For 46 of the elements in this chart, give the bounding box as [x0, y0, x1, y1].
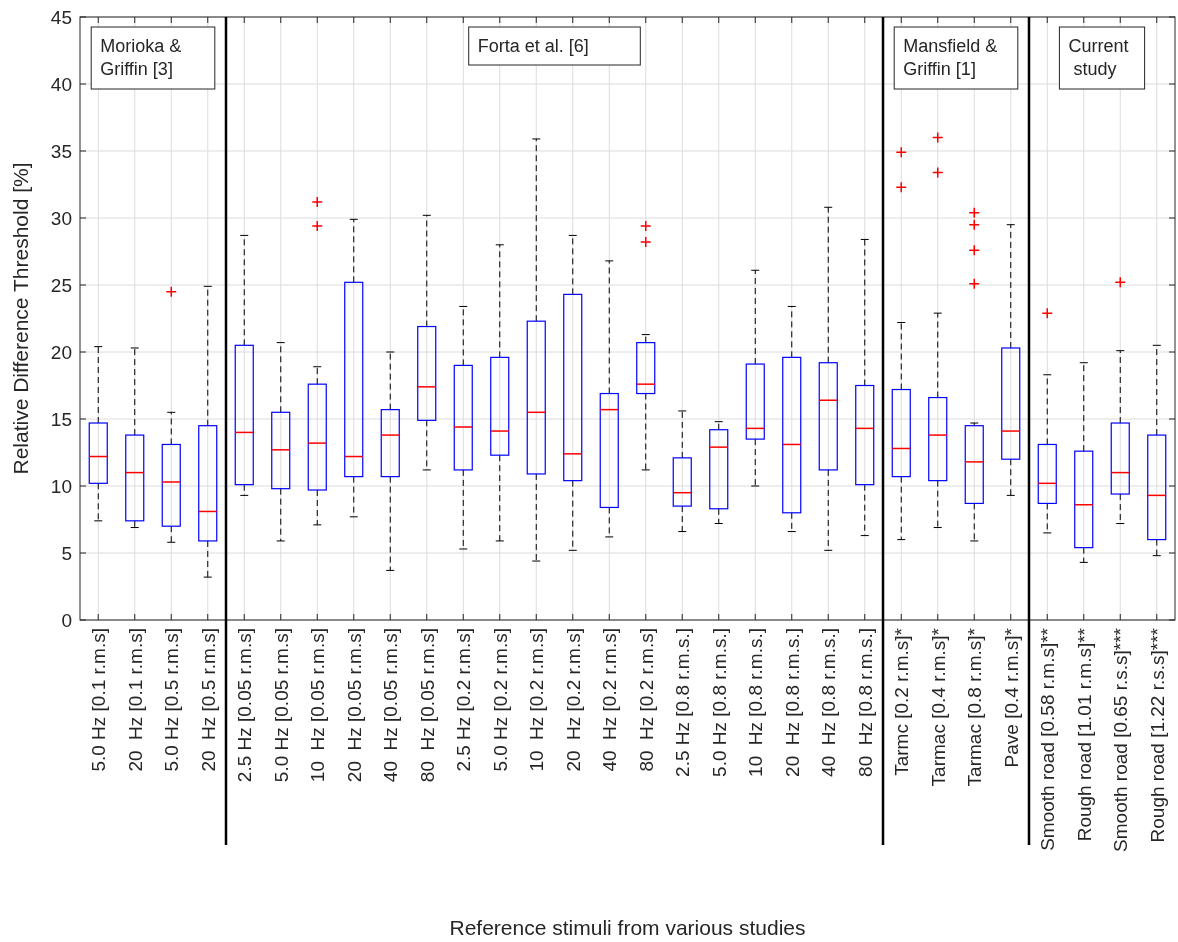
y-tick-label: 40 [50, 73, 72, 95]
x-tick-label: 5.0 Hz [0.1 r.m.s] [88, 628, 110, 772]
x-tick-label: Tarmac [0.8 r.m.s]* [964, 627, 986, 787]
x-tick-label: 5.0 Hz [0.5 r.m.s] [161, 628, 183, 772]
x-tick-label: 20 Hz [0.8 r.m.s.] [781, 628, 803, 777]
x-tick-label: Rough road [1.01 r.m.s]** [1073, 627, 1095, 842]
x-tick-label: 10 Hz [0.05 r.m.s] [307, 628, 329, 783]
y-tick-label: 35 [50, 140, 72, 162]
x-tick-label: 5.0 Hz [0.8 r.m.s.] [708, 628, 730, 777]
x-tick-label: Tarmc [0.2 r.m.s]* [891, 627, 913, 776]
x-tick-label: 10 Hz [0.2 r.m.s] [526, 628, 548, 772]
x-tick-label: 2.5 Hz [0.05 r.m.s] [234, 628, 256, 783]
x-tick-label: 5.0 Hz [0.2 r.m.s] [489, 628, 511, 772]
y-tick-label: 30 [50, 207, 72, 229]
y-tick-label: 0 [61, 609, 72, 631]
x-tick-label: 2.5 Hz [0.8 r.m.s.] [672, 628, 694, 777]
y-axis-title: Relative Difference Threshold [%] [9, 162, 32, 475]
x-tick-label: 40 Hz [0.05 r.m.s] [380, 628, 402, 783]
x-tick-label: 10 Hz [0.8 r.m.s.] [745, 628, 767, 777]
annotation: Current study [1068, 36, 1129, 80]
x-tick-label: 20 Hz [0.05 r.m.s] [343, 628, 365, 783]
y-tick-label: 5 [61, 542, 72, 564]
annotation: Morioka & Griffin [3] [100, 36, 182, 80]
x-tick-label: 5.0 Hz [0.05 r.m.s] [270, 628, 292, 783]
x-tick-label: 80 Hz [0.8 r.m.s.] [854, 628, 876, 777]
x-tick-label: 20 Hz [0.2 r.m.s] [562, 628, 584, 772]
annotation: Mansfield & Griffin [1] [903, 36, 998, 80]
x-axis-title: Reference stimuli from various studies [449, 916, 806, 939]
x-tick-label: Pave [0.4 r.m.s]* [1000, 627, 1022, 768]
x-tick-label: 20 Hz [0.1 r.m.s] [124, 628, 146, 772]
x-tick-label: Smooth road [0.65 r.s.s]*** [1110, 627, 1132, 852]
y-tick-label: 45 [50, 6, 72, 28]
annotation: Forta et al. [6] [477, 36, 589, 56]
x-tick-label: Rough road [1.22 r.s.s]*** [1146, 627, 1168, 843]
x-tick-label: 2.5 Hz [0.2 r.m.s] [453, 628, 475, 772]
y-tick-label: 15 [50, 408, 72, 430]
y-tick-label: 10 [50, 475, 72, 497]
y-tick-label: 25 [50, 274, 72, 296]
y-tick-label: 20 [50, 341, 72, 363]
x-tick-label: Smooth road [0.58 r.m.s]** [1037, 627, 1059, 851]
x-tick-label: 80 Hz [0.05 r.m.s] [416, 628, 438, 783]
x-tick-label: Tarmac [0.4 r.m.s]* [927, 627, 949, 787]
x-tick-label: 40 Hz [0.2 r.m.s] [599, 628, 621, 772]
x-tick-label: 80 Hz [0.2 r.m.s] [635, 628, 657, 772]
x-tick-label: 40 Hz [0.8 r.m.s.] [818, 628, 840, 777]
x-tick-label: 20 Hz [0.5 r.m.s] [197, 628, 219, 772]
